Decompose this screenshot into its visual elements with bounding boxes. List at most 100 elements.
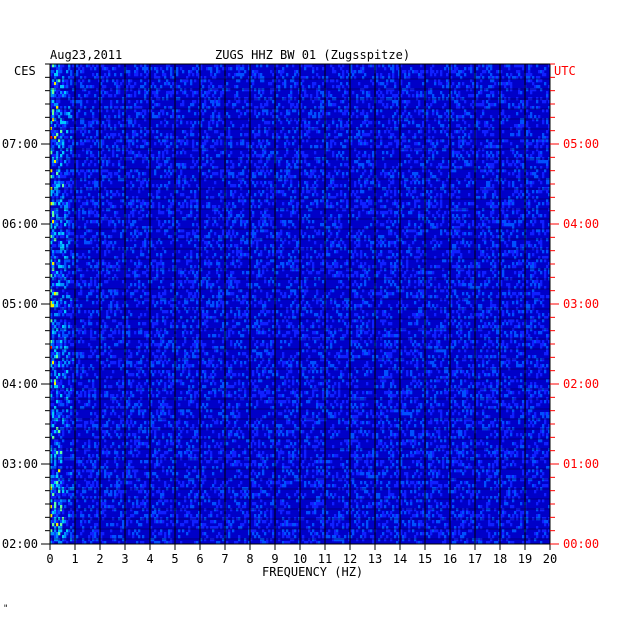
heatmap-cell (288, 226, 291, 230)
heatmap-cell (410, 208, 413, 212)
heatmap-cell (108, 160, 111, 164)
heatmap-cell (538, 139, 541, 143)
heatmap-cell (284, 169, 287, 173)
heatmap-cell (100, 193, 103, 197)
heatmap-cell (300, 133, 303, 137)
heatmap-cell (236, 73, 239, 77)
heatmap-cell (362, 67, 365, 71)
heatmap-cell (148, 226, 151, 230)
heatmap-cell (108, 172, 111, 176)
heatmap-cell (402, 70, 405, 74)
heatmap-cell (180, 139, 183, 143)
heatmap-cell (272, 115, 275, 119)
heatmap-cell (250, 199, 253, 203)
heatmap-cell (126, 184, 129, 188)
heatmap-cell (362, 70, 365, 74)
heatmap-cell (428, 211, 431, 215)
heatmap-cell (240, 223, 243, 227)
heatmap-cell (514, 154, 517, 158)
heatmap-cell (398, 121, 401, 125)
heatmap-cell (362, 190, 365, 194)
heatmap-cell (450, 169, 453, 173)
heatmap-cell (260, 88, 263, 92)
heatmap-cell (322, 223, 325, 227)
heatmap-cell (114, 229, 117, 233)
heatmap-cell (230, 151, 233, 155)
heatmap-cell (420, 214, 423, 218)
heatmap-cell (540, 166, 543, 170)
heatmap-cell (258, 73, 261, 77)
heatmap-cell (500, 100, 503, 104)
heatmap-cell (212, 100, 215, 104)
heatmap-cell (210, 67, 213, 71)
heatmap-cell (100, 130, 103, 134)
heatmap-cell (70, 178, 73, 182)
heatmap-cell (426, 229, 429, 233)
heatmap-cell (502, 208, 505, 212)
heatmap-cell (490, 103, 493, 107)
heatmap-cell (346, 121, 349, 125)
heatmap-cell (130, 148, 133, 152)
heatmap-cell (88, 124, 91, 128)
heatmap-cell (62, 193, 65, 197)
heatmap-cell (400, 148, 403, 152)
heatmap-cell (400, 142, 403, 146)
heatmap-cell (250, 241, 253, 245)
heatmap-cell (52, 118, 55, 122)
heatmap-cell (266, 199, 269, 203)
heatmap-cell (192, 91, 195, 95)
heatmap-cell (54, 226, 57, 230)
heatmap-cell (230, 214, 233, 218)
heatmap-cell (442, 220, 445, 224)
heatmap-cell (414, 175, 417, 179)
heatmap-cell (56, 91, 59, 95)
heatmap-cell (350, 229, 353, 233)
heatmap-cell (484, 223, 487, 227)
heatmap-cell (404, 241, 407, 245)
heatmap-cell (538, 115, 541, 119)
heatmap-cell (498, 214, 501, 218)
heatmap-cell (80, 106, 83, 110)
heatmap-cell (68, 223, 71, 227)
heatmap-cell (54, 208, 57, 212)
heatmap-cell (154, 169, 157, 173)
heatmap-cell (370, 199, 373, 203)
heatmap-cell (204, 226, 207, 230)
heatmap-cell (548, 178, 551, 182)
heatmap-cell (148, 166, 151, 170)
heatmap-cell (436, 223, 439, 227)
heatmap-cell (484, 145, 487, 149)
heatmap-cell (318, 85, 321, 89)
heatmap-cell (178, 178, 181, 182)
heatmap-cell (292, 175, 295, 179)
heatmap-cell (72, 154, 75, 158)
heatmap-cell (414, 199, 417, 203)
heatmap-cell (94, 67, 97, 71)
heatmap-cell (510, 133, 513, 137)
heatmap-cell (250, 145, 253, 149)
heatmap-cell (492, 244, 495, 248)
heatmap-cell (254, 133, 257, 137)
heatmap-cell (308, 112, 311, 116)
heatmap-cell (412, 178, 415, 182)
heatmap-cell (422, 169, 425, 173)
heatmap-cell (284, 223, 287, 227)
heatmap-cell (434, 226, 437, 230)
heatmap-cell (104, 136, 107, 140)
heatmap-cell (544, 82, 547, 86)
heatmap-cell (286, 148, 289, 152)
heatmap-cell (312, 235, 315, 239)
heatmap-cell (64, 211, 67, 215)
heatmap-cell (434, 100, 437, 104)
heatmap-cell (72, 76, 75, 80)
heatmap-cell (56, 121, 59, 125)
heatmap-cell (364, 139, 367, 143)
heatmap-cell (438, 208, 441, 212)
heatmap-cell (358, 235, 361, 239)
heatmap-cell (272, 151, 275, 155)
heatmap-cell (218, 118, 221, 122)
heatmap-cell (512, 151, 515, 155)
heatmap-cell (516, 235, 519, 239)
heatmap-cell (530, 172, 533, 176)
heatmap-cell (462, 241, 465, 245)
